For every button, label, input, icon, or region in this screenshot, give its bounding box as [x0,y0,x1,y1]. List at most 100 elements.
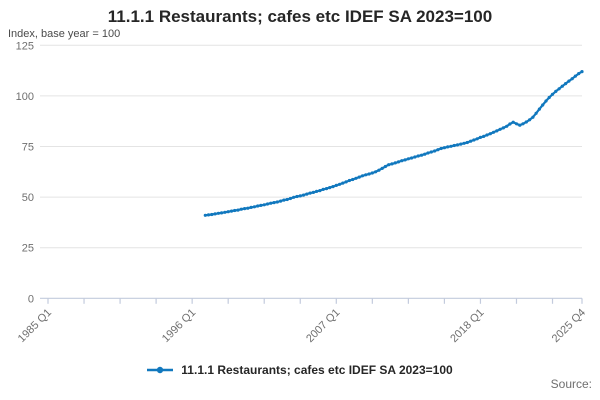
series-point [488,132,492,136]
series-point [275,200,279,204]
series-point [396,160,401,164]
series-point [383,164,387,169]
y-tick-label: 25 [22,243,34,255]
series-point [259,203,263,207]
series-point [429,150,433,154]
series-point [403,158,407,162]
plot-area: 0 25 50 75 100 125 1985 Q1 1996 Q1 2007 Q1 2018 Q… [16,40,588,345]
x-tick-label: 2007 Q1 [304,307,342,345]
series-point [577,72,581,76]
series-point [357,175,361,179]
series-point [446,145,450,149]
series-point [498,127,502,131]
series-point [541,103,545,107]
series-point [282,198,286,202]
series-point [550,92,555,96]
series-point [301,193,306,197]
series-point [351,177,355,182]
series-point [252,205,256,209]
series-point [292,195,296,199]
y-tick-label: 75 [22,142,34,154]
y-tick-label: 100 [16,91,34,103]
series-point [459,142,463,146]
series-point [567,79,571,83]
series-point [308,191,312,195]
series-point [573,74,578,78]
series-point [560,84,564,88]
series-point [370,171,374,175]
series-point [364,173,368,177]
chart-subtitle: Index, base year = 100 [8,28,121,40]
series-point [279,199,283,203]
series-point [262,203,266,207]
y-tick-label: 125 [16,40,34,52]
series-point [433,149,437,153]
series-point [360,174,365,178]
series-point [226,210,230,214]
line-marker-swatch-icon [147,366,174,374]
series-point [347,178,351,183]
series-point [564,82,568,86]
series-point [288,196,292,201]
series-point [413,155,417,159]
series-point [400,159,404,163]
series-point [233,208,237,213]
series-point [475,137,479,141]
series-point [547,95,551,100]
series-point [557,87,561,91]
series-point [246,206,250,210]
series-point [387,163,391,167]
x-tick-label: 2025 Q4 [550,307,588,345]
series-point [390,162,394,166]
series-point [331,185,335,189]
series-point [423,152,427,156]
series-point [452,143,456,148]
series-point [256,204,260,208]
series-point [223,210,227,214]
series-point [482,134,486,138]
series-point [324,187,329,191]
series-point [514,122,519,126]
series-point [285,197,289,202]
series-point [419,153,424,157]
series-point [203,213,207,217]
series-point [442,146,446,150]
series-point [341,181,345,185]
series-point [478,135,482,139]
series-point [439,146,443,151]
series-point [462,141,466,145]
series-point [334,183,338,187]
series-point [472,138,476,142]
series-point [311,190,315,194]
series-point [206,213,211,217]
series-point [534,111,538,115]
legend-item: 11.1.1 Restaurants; cafes etc IDEF SA 20… [0,363,600,377]
series-point [216,211,220,215]
series-point [367,172,371,176]
series-point [554,89,558,93]
series-point [374,170,378,174]
series-point [265,202,270,206]
series-point [491,130,496,134]
y-tick-label: 50 [22,192,34,204]
x-tick-label: 1985 Q1 [16,307,54,345]
series-point [537,107,542,111]
series-point [410,156,414,160]
source-label: Source: [550,377,592,391]
series-point [465,140,469,145]
series-point [406,157,410,161]
series-point [318,189,322,193]
series-point [239,207,243,211]
series-point [455,143,460,147]
legend-label: 11.1.1 Restaurants; cafes etc IDEF SA 20… [181,363,453,377]
series-point [393,161,397,165]
series-line [204,70,584,217]
series-point [511,120,515,124]
series-point [531,115,535,119]
series-point [344,180,348,184]
series-point [521,122,525,126]
series-point [328,186,332,190]
series-point [298,194,302,198]
series-point [426,151,430,155]
series-point [518,123,522,127]
